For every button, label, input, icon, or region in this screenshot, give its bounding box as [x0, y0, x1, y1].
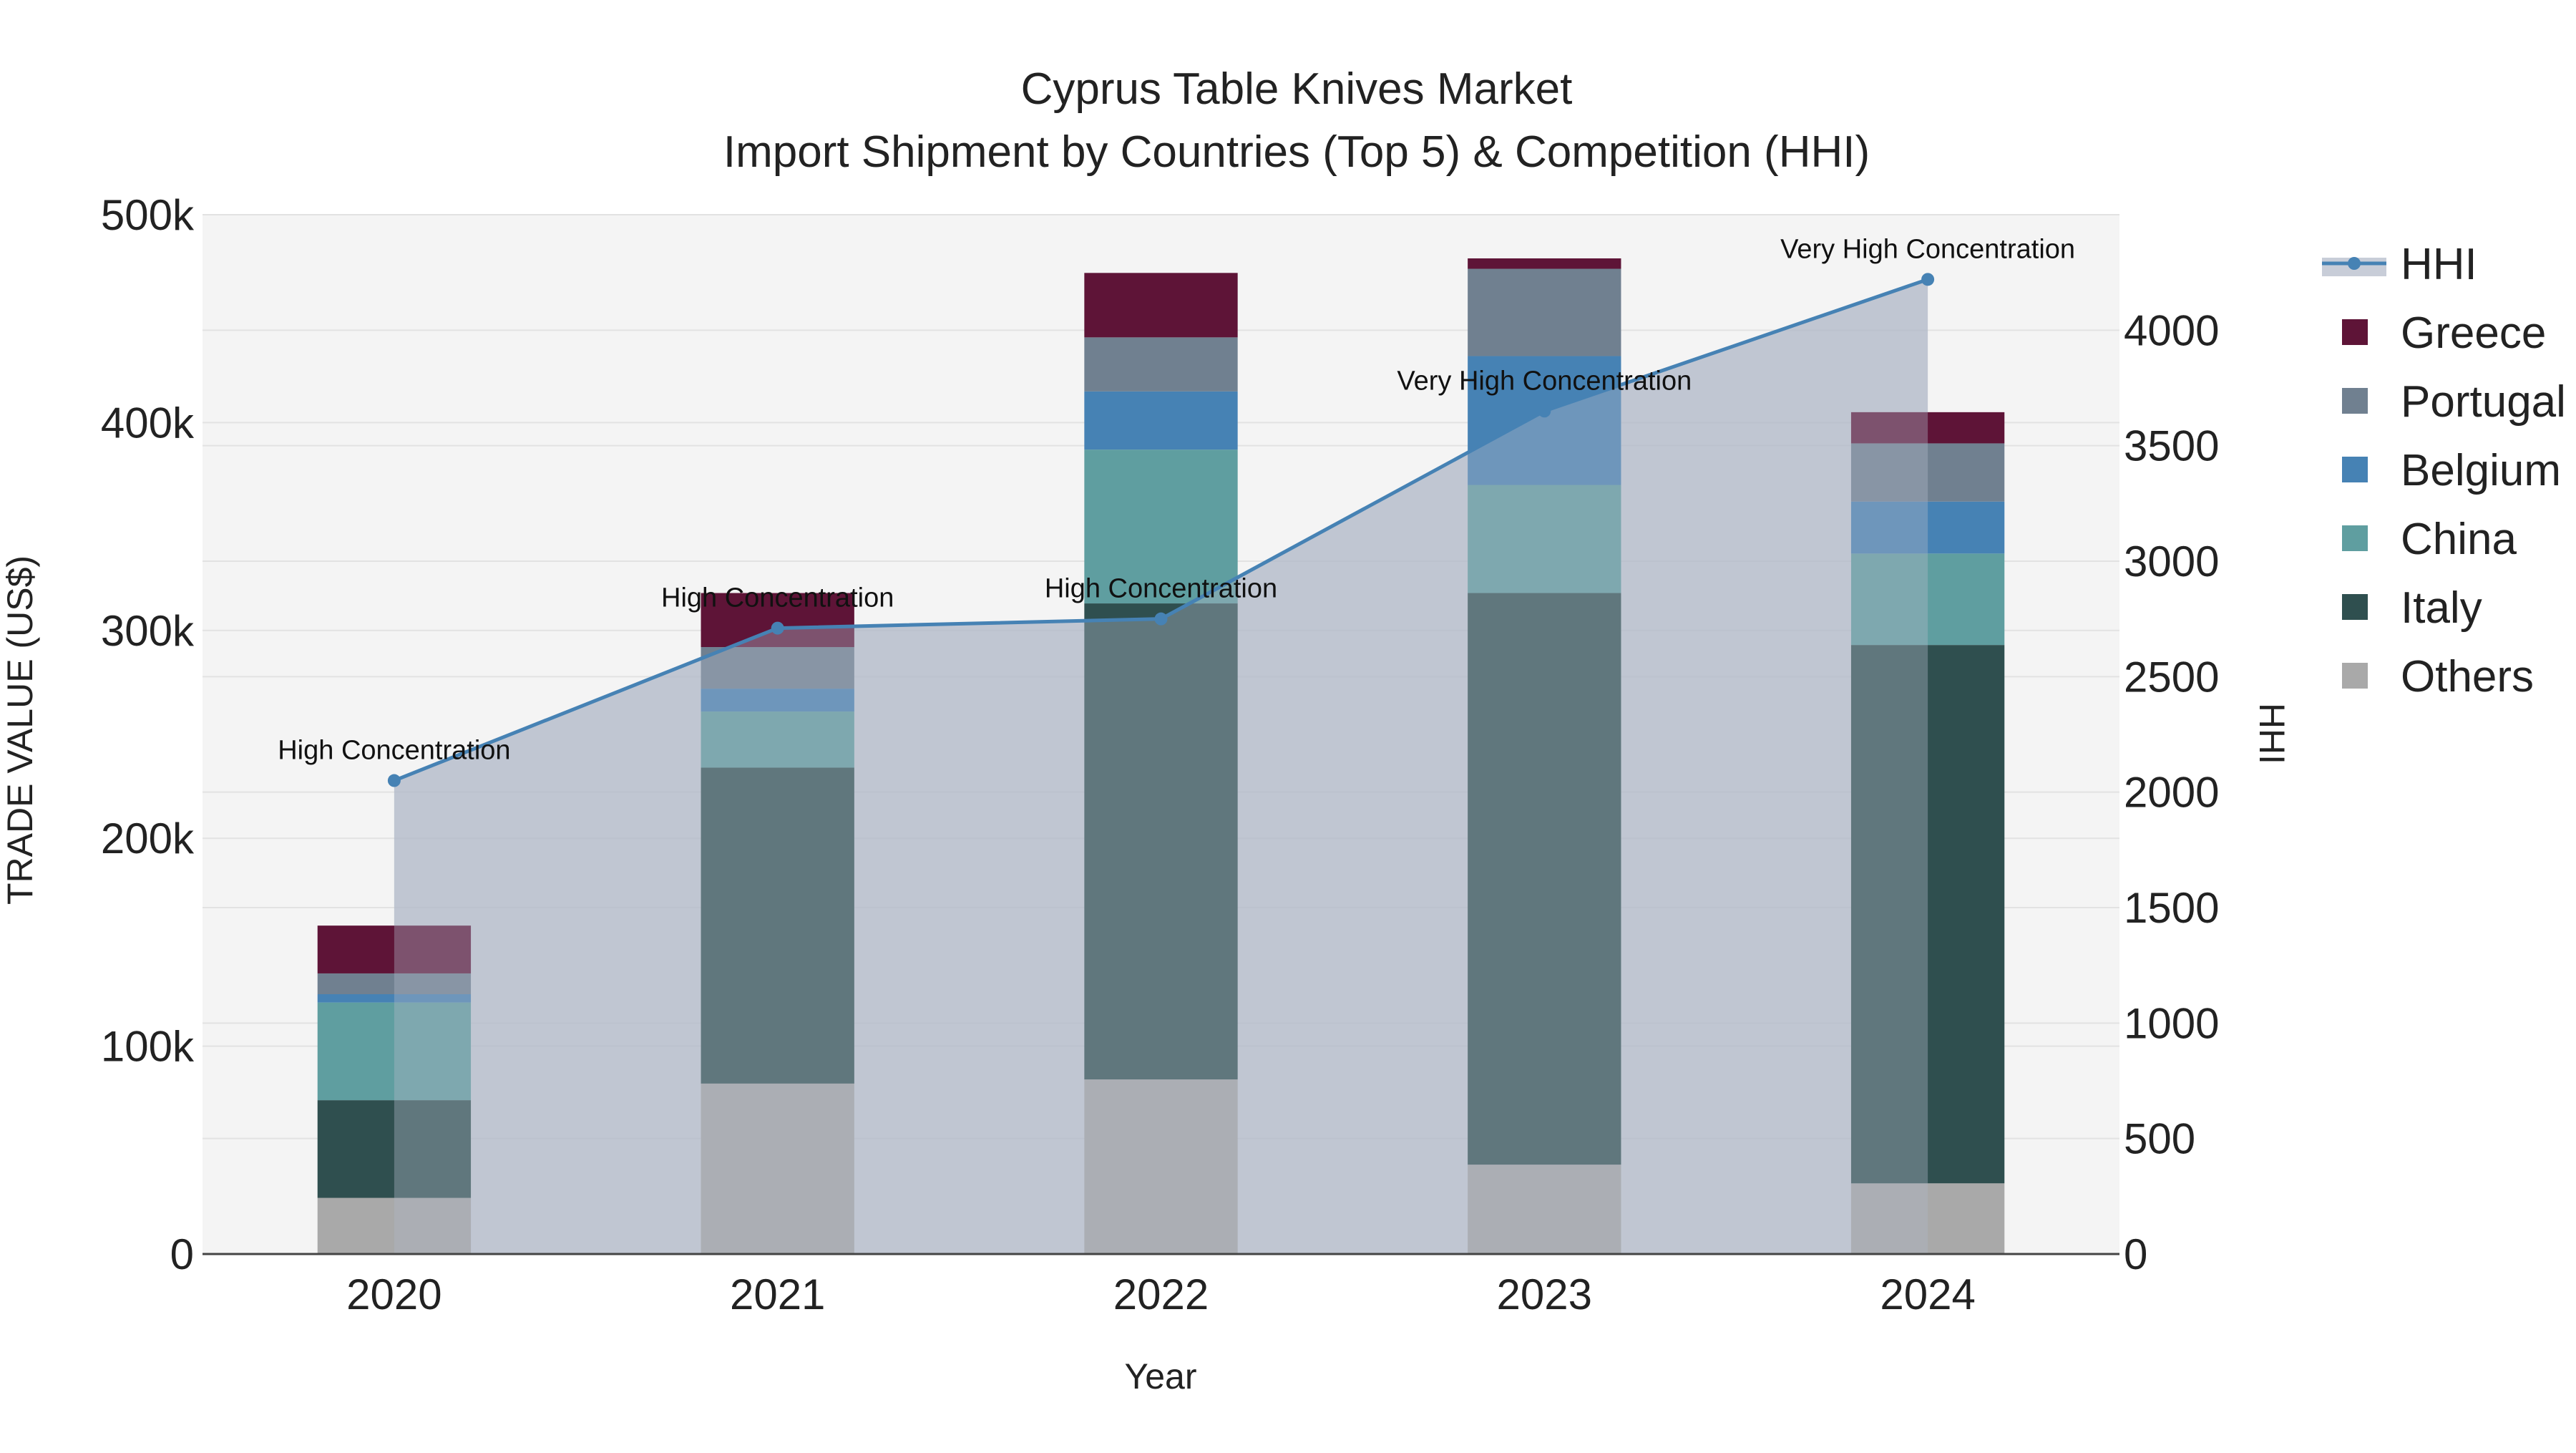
bar-italy-2024 [1850, 645, 2005, 1184]
hhi-point-2023 [1538, 404, 1551, 418]
bar-italy-2023 [1468, 593, 1621, 1165]
y-tick-label: 200k [101, 815, 195, 862]
bar-others-2021 [701, 1083, 854, 1254]
bar-china-2020 [317, 1002, 472, 1101]
legend-label-belgium: Belgium [2401, 446, 2561, 495]
bar-greece-2020 [317, 925, 472, 973]
bar-italy-2020 [317, 1100, 472, 1198]
y2-tick-label: 2500 [2124, 653, 2219, 701]
bar-portugal-2022 [1084, 337, 1238, 392]
bar-greece-2022 [1084, 273, 1238, 338]
y-tick-label: 500k [101, 191, 195, 239]
y2-tick-label: 500 [2124, 1115, 2195, 1163]
hhi-point-2024 [1921, 273, 1935, 286]
y2-tick-label: 3000 [2124, 538, 2219, 585]
legend-swatch-china [2342, 525, 2368, 551]
hhi-label-2023: Very High Concentration [1397, 366, 1692, 396]
x-tick-label-2023: 2023 [1497, 1270, 1592, 1318]
x-tick-label-2021: 2021 [730, 1270, 825, 1318]
bar-others-2022 [1084, 1079, 1238, 1254]
bar-portugal-2023 [1468, 268, 1621, 356]
bar-portugal-2020 [317, 973, 472, 994]
y-axis-title: TRADE VALUE (US$) [0, 555, 40, 905]
y2-tick-label: 2000 [2124, 769, 2219, 817]
y-tick-label: 300k [101, 607, 195, 655]
hhi-area-overlay [394, 279, 1928, 1254]
y2-tick-label: 4000 [2124, 306, 2219, 354]
hhi-label-2024: Very High Concentration [1780, 234, 2075, 264]
legend-label-greece: Greece [2401, 308, 2546, 358]
bar-china-2021 [701, 711, 854, 768]
x-axis-title: Year [1124, 1356, 1196, 1396]
bar-portugal-2021 [701, 647, 854, 689]
hhi-point-2021 [771, 621, 784, 635]
chart-subtitle: Import Shipment by Countries (Top 5) & C… [723, 127, 1870, 177]
bar-greece-2024 [1850, 412, 2005, 444]
chart-title: Cyprus Table Knives Market [1021, 64, 1573, 114]
y2-axis-title: HHI [2252, 703, 2292, 764]
bar-others-2024 [1850, 1183, 2005, 1254]
hhi-label-2022: High Concentration [1045, 574, 1277, 604]
bar-belgium-2024 [1850, 501, 2005, 554]
y-tick-label: 400k [101, 399, 195, 447]
bar-china-2023 [1468, 485, 1621, 593]
legend-label-others: Others [2401, 652, 2534, 701]
y2-tick-label: 0 [2124, 1230, 2147, 1278]
legend-label-china: China [2401, 515, 2517, 564]
bar-belgium-2021 [701, 689, 854, 712]
legend-label-italy: Italy [2401, 583, 2482, 633]
legend-swatch-belgium [2342, 457, 2368, 482]
bar-china-2022 [1084, 449, 1238, 604]
y2-tick-label: 3500 [2124, 422, 2219, 470]
y2-tick-label: 1500 [2124, 884, 2219, 932]
hhi-label-2021: High Concentration [661, 583, 894, 613]
bar-greece-2023 [1468, 258, 1621, 269]
x-tick-label-2022: 2022 [1113, 1270, 1209, 1318]
bar-belgium-2023 [1468, 356, 1621, 485]
y2-tick-label: 1000 [2124, 999, 2219, 1047]
legend-label-portugal: Portugal [2401, 377, 2566, 427]
bar-belgium-2022 [1084, 391, 1238, 450]
y-tick-label: 0 [170, 1230, 194, 1278]
x-tick-label-2020: 2020 [346, 1270, 441, 1318]
legend-hhi-marker [2348, 257, 2361, 270]
bar-others-2023 [1468, 1165, 1621, 1254]
hhi-point-2020 [387, 774, 401, 787]
legend-swatch-portugal [2342, 388, 2368, 414]
legend-swatch-greece [2342, 319, 2368, 345]
hhi-point-2022 [1154, 612, 1168, 626]
legend-swatch-italy [2342, 594, 2368, 620]
legend-label-hhi: HHI [2401, 240, 2477, 289]
y-tick-label: 100k [101, 1023, 195, 1071]
bar-italy-2021 [701, 767, 854, 1084]
hhi-label-2020: High Concentration [278, 736, 510, 766]
bar-greece-2021 [701, 593, 854, 648]
bar-others-2020 [317, 1197, 472, 1254]
bar-italy-2022 [1084, 603, 1238, 1080]
bar-belgium-2020 [317, 994, 472, 1003]
legend-swatch-others [2342, 663, 2368, 689]
x-tick-label-2024: 2024 [1880, 1270, 1975, 1318]
bar-portugal-2024 [1850, 443, 2005, 502]
bar-china-2024 [1850, 553, 2005, 646]
